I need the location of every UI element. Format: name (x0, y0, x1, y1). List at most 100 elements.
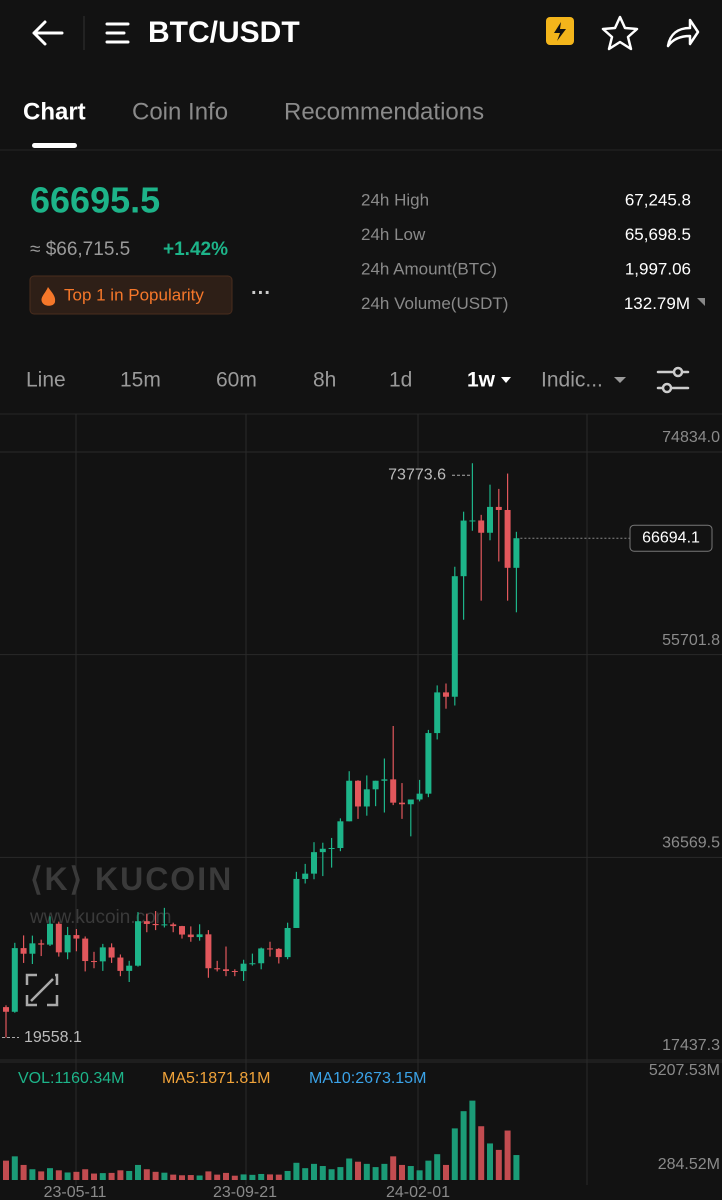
volume-bar (478, 1126, 485, 1180)
candle-body (319, 848, 326, 853)
candle-body (443, 692, 449, 697)
candle-body (73, 935, 80, 939)
candle-body (38, 943, 45, 945)
x-tick-label: 24-02-01 (386, 1184, 450, 1200)
volume-bar (293, 1162, 300, 1180)
interval-option[interactable]: 1w (467, 369, 496, 392)
volume-bar (302, 1168, 309, 1180)
candle-body (161, 924, 168, 926)
volume-bar (363, 1163, 370, 1180)
stat-label: 24h High (361, 190, 429, 209)
chart-settings-button[interactable] (656, 366, 690, 394)
volume-bar (416, 1170, 423, 1180)
volume-bar (231, 1175, 238, 1180)
interval-option[interactable]: Indic... (541, 369, 603, 392)
candle-body (451, 576, 458, 697)
candle-body (355, 780, 361, 807)
volume-bar (267, 1174, 273, 1180)
volume-bar (196, 1175, 203, 1180)
volume-bar (337, 1167, 344, 1180)
candle-body (495, 506, 502, 510)
candle-body (381, 779, 388, 781)
y-tick-label: 74834.0 (662, 429, 720, 446)
tab[interactable]: Coin Info (132, 98, 228, 125)
volume-bar (434, 1154, 441, 1180)
candle-body (91, 961, 97, 963)
back-button[interactable] (32, 20, 64, 46)
active-tab-indicator (32, 143, 77, 148)
dropdown-caret (614, 377, 626, 383)
candle-body (434, 692, 441, 734)
volume-bar (170, 1174, 177, 1180)
fullscreen-button[interactable] (25, 973, 59, 1007)
volume-bar (399, 1164, 405, 1180)
volume-bar (205, 1171, 212, 1180)
volume-bar (460, 1111, 467, 1180)
volume-bar (495, 1149, 502, 1180)
ma5-label: MA5:1871.81M (162, 1070, 271, 1087)
candle-body (275, 948, 282, 958)
candle-body (231, 970, 238, 972)
candle-body (3, 1007, 9, 1012)
stat-label: 24h Amount(BTC) (361, 259, 497, 278)
volume-bar (117, 1170, 124, 1180)
interval-option[interactable]: 1d (389, 369, 412, 392)
x-tick-label: 23-09-21 (213, 1184, 277, 1200)
pair-title: BTC/USDT (148, 16, 300, 49)
popularity-badge[interactable] (29, 275, 233, 315)
volume-bar (275, 1174, 282, 1180)
candle-body (135, 921, 141, 966)
candle-body (346, 780, 353, 822)
vol-label: VOL:1160.34M (18, 1070, 124, 1087)
candle-body (99, 947, 106, 962)
interval-option[interactable]: 15m (120, 369, 161, 392)
volume-bar (20, 1164, 27, 1180)
high-label: 73773.6 (388, 466, 446, 483)
candle-body (187, 934, 194, 938)
interval-option[interactable]: Line (26, 369, 66, 392)
interval-option[interactable]: 8h (313, 369, 336, 392)
volume-bar (64, 1172, 71, 1180)
favorite-button[interactable] (601, 15, 639, 51)
volume-bar (284, 1170, 291, 1180)
volume-bar (390, 1156, 397, 1180)
candle-body (460, 520, 467, 577)
candle-body (302, 873, 309, 879)
low-label: 19558.1 (24, 1029, 82, 1046)
candle-body (416, 793, 423, 800)
volume-bar (451, 1128, 458, 1180)
watermark: ⟨K⟩ KUCOIN (30, 861, 233, 897)
tab[interactable]: Recommendations (284, 98, 484, 125)
share-button[interactable] (666, 18, 700, 48)
volume-triangle (697, 298, 705, 306)
candle-body (117, 957, 124, 971)
candle-body (47, 923, 53, 945)
volume-bar (487, 1143, 493, 1180)
candle-body (372, 780, 379, 790)
fiat-price: ≈ $66,715.5 (30, 239, 130, 260)
alert-button[interactable] (546, 17, 574, 45)
interval-option[interactable]: 60m (216, 369, 257, 392)
candle-body (240, 963, 247, 972)
tab[interactable]: Chart (23, 98, 86, 125)
stat-value: 65,698.5 (625, 225, 691, 244)
stat-value: 1,997.06 (625, 259, 691, 278)
volume-bar (311, 1163, 317, 1180)
volume-bar (328, 1169, 335, 1180)
last-price-box (629, 524, 713, 552)
menu-button[interactable] (105, 22, 130, 44)
more-button[interactable]: ··· (251, 282, 271, 304)
volume-bar (187, 1175, 194, 1180)
candle-body (487, 506, 493, 533)
y-tick-label: 17437.3 (662, 1037, 720, 1054)
candle-body (108, 947, 115, 958)
candle-body (469, 520, 476, 522)
volume-bar (3, 1160, 9, 1180)
volume-bar (258, 1173, 265, 1180)
volume-bar (135, 1164, 141, 1180)
candle-body (55, 923, 62, 953)
candle-body (284, 927, 291, 958)
candle-body (478, 520, 485, 533)
candle-body (82, 938, 89, 962)
candle-body (267, 948, 273, 950)
